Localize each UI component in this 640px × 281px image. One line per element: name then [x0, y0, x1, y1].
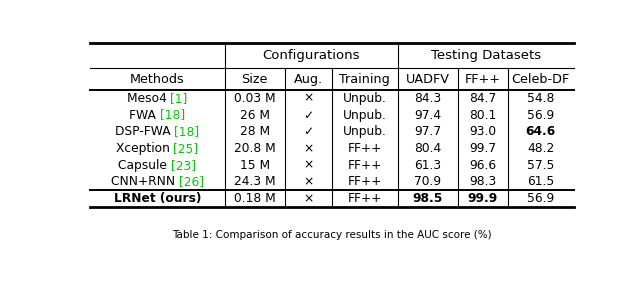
Text: Capsule: Capsule: [118, 158, 171, 172]
Text: [25]: [25]: [173, 142, 199, 155]
Text: 26 M: 26 M: [240, 108, 270, 121]
Text: 61.5: 61.5: [527, 175, 554, 188]
Text: 99.7: 99.7: [469, 142, 497, 155]
Text: 56.9: 56.9: [527, 192, 554, 205]
Text: FF++: FF++: [348, 192, 382, 205]
Text: 93.0: 93.0: [469, 125, 497, 138]
Text: Training: Training: [339, 73, 390, 86]
Text: 98.5: 98.5: [413, 192, 443, 205]
Text: [23]: [23]: [171, 158, 196, 172]
Text: ×: ×: [303, 142, 314, 155]
Text: UADFV: UADFV: [406, 73, 450, 86]
Text: ×: ×: [303, 92, 314, 105]
Text: Testing Datasets: Testing Datasets: [431, 49, 541, 62]
Text: 28 M: 28 M: [240, 125, 270, 138]
Text: Meso4: Meso4: [127, 92, 170, 105]
Text: Unpub.: Unpub.: [343, 92, 387, 105]
Text: [26]: [26]: [179, 175, 204, 188]
Text: FF++: FF++: [348, 175, 382, 188]
Text: Unpub.: Unpub.: [343, 108, 387, 121]
Text: [18]: [18]: [174, 125, 200, 138]
Text: 64.6: 64.6: [525, 125, 556, 138]
Text: 48.2: 48.2: [527, 142, 554, 155]
Text: 84.3: 84.3: [414, 92, 442, 105]
Text: 96.6: 96.6: [469, 158, 497, 172]
Text: Celeb-DF: Celeb-DF: [511, 73, 570, 86]
Text: 80.4: 80.4: [414, 142, 442, 155]
Text: 97.7: 97.7: [414, 125, 442, 138]
Text: 15 M: 15 M: [240, 158, 270, 172]
Text: 0.18 M: 0.18 M: [234, 192, 276, 205]
Text: 56.9: 56.9: [527, 108, 554, 121]
Text: LRNet (ours): LRNet (ours): [113, 192, 201, 205]
Text: 98.3: 98.3: [469, 175, 497, 188]
Text: DSP-FWA: DSP-FWA: [115, 125, 174, 138]
Text: 80.1: 80.1: [469, 108, 497, 121]
Text: ✓: ✓: [303, 125, 314, 138]
Text: CNN+RNN: CNN+RNN: [111, 175, 179, 188]
Text: 97.4: 97.4: [414, 108, 442, 121]
Text: Methods: Methods: [130, 73, 184, 86]
Text: Table 1: Comparison of accuracy results in the AUC score (%): Table 1: Comparison of accuracy results …: [172, 230, 492, 240]
Text: ✓: ✓: [303, 108, 314, 121]
Text: FWA: FWA: [129, 108, 160, 121]
Text: Size: Size: [241, 73, 268, 86]
Text: [18]: [18]: [160, 108, 185, 121]
Text: 0.03 M: 0.03 M: [234, 92, 276, 105]
Text: Configurations: Configurations: [262, 49, 360, 62]
Text: ×: ×: [303, 192, 314, 205]
Text: Xception: Xception: [116, 142, 173, 155]
Text: 24.3 M: 24.3 M: [234, 175, 276, 188]
Text: 99.9: 99.9: [468, 192, 498, 205]
Text: Aug.: Aug.: [294, 73, 323, 86]
Text: 70.9: 70.9: [414, 175, 442, 188]
Text: FF++: FF++: [348, 158, 382, 172]
Text: 54.8: 54.8: [527, 92, 554, 105]
Text: Unpub.: Unpub.: [343, 125, 387, 138]
Text: FF++: FF++: [348, 142, 382, 155]
Text: 20.8 M: 20.8 M: [234, 142, 276, 155]
Text: ×: ×: [303, 175, 314, 188]
Text: FF++: FF++: [465, 73, 501, 86]
Text: ×: ×: [303, 158, 314, 172]
Text: [1]: [1]: [170, 92, 188, 105]
Text: 61.3: 61.3: [414, 158, 442, 172]
Text: 57.5: 57.5: [527, 158, 554, 172]
Text: 84.7: 84.7: [469, 92, 497, 105]
